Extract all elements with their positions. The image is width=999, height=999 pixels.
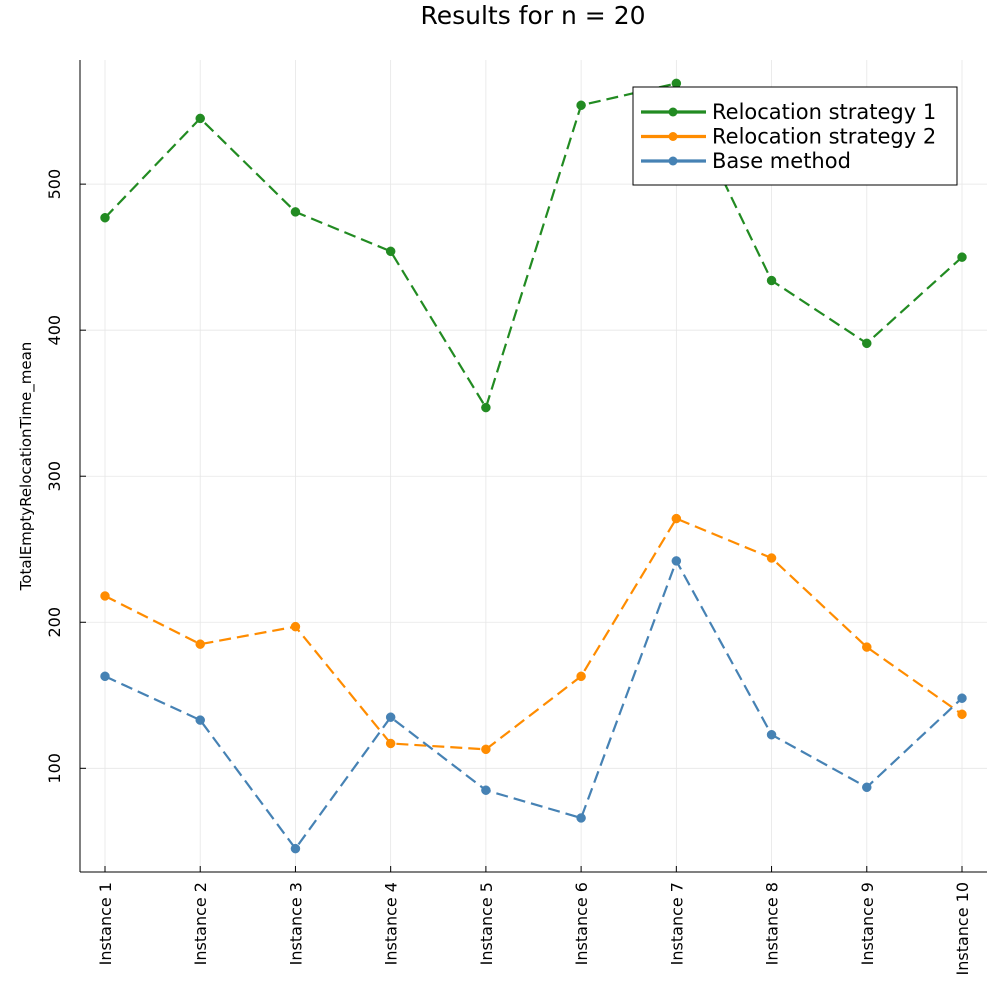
legend-swatch-marker [668, 107, 678, 117]
data-point [100, 212, 110, 223]
axis-ticks: Instance 1 Instance 2 Instance 3 Instance 4… [45, 169, 972, 976]
data-point [957, 252, 967, 262]
legend-label: Relocation strategy 1 [712, 100, 936, 124]
y-tick-label: 100 [45, 753, 64, 784]
data-point [671, 556, 682, 566]
data-point [100, 671, 110, 682]
legend-label: Relocation strategy 2 [712, 125, 936, 149]
data-point [862, 338, 872, 349]
data-point [766, 729, 777, 740]
data-point [195, 639, 205, 649]
y-tick-label: 500 [45, 169, 64, 200]
data-point [290, 621, 301, 632]
legend-swatch-marker [668, 156, 678, 166]
grid-lines [80, 60, 987, 872]
y-tick-label: 400 [45, 315, 64, 346]
data-point [195, 715, 205, 725]
x-tick-label: Instance 8 [763, 882, 782, 965]
series-line [104, 82, 963, 411]
data-point [385, 246, 396, 257]
x-tick-label: Instance 1 [96, 882, 115, 965]
y-tick-label: 300 [45, 461, 64, 492]
data-point [671, 513, 682, 524]
legend-swatch-marker [668, 132, 678, 141]
y-tick-label: 200 [45, 607, 64, 638]
x-tick-label: Instance 4 [382, 882, 401, 965]
legend-label: Base method [712, 149, 851, 173]
data-point [100, 591, 110, 601]
series-line [104, 558, 963, 851]
x-tick-label: Instance 10 [953, 882, 972, 976]
x-tick-label: Instance 5 [477, 882, 496, 965]
y-axis-label: TotalEmptyRelocationTime_mean [17, 342, 36, 592]
x-tick-label: Instance 3 [286, 882, 305, 965]
data-point [481, 785, 491, 795]
data-point [481, 744, 491, 755]
data-point [957, 693, 967, 703]
data-point [862, 782, 872, 793]
data-point [290, 207, 301, 217]
chart-title: Results for n = 20 [420, 1, 645, 30]
x-tick-label: Instance 7 [667, 882, 686, 965]
data-point [290, 843, 301, 854]
series-line [104, 517, 963, 751]
data-point [481, 402, 491, 413]
data-point [766, 553, 777, 563]
x-tick-label: Instance 9 [858, 882, 877, 965]
series-layer [100, 78, 967, 854]
data-point [576, 100, 586, 111]
data-point [576, 813, 586, 823]
x-tick-label: Instance 2 [191, 882, 210, 965]
data-point [385, 738, 396, 749]
x-tick-label: Instance 6 [572, 882, 591, 965]
axes [79, 60, 987, 873]
data-point [957, 709, 967, 720]
data-point [576, 671, 586, 682]
data-point [766, 275, 777, 286]
data-point [862, 642, 872, 652]
data-point [195, 113, 205, 124]
data-point [385, 712, 396, 722]
